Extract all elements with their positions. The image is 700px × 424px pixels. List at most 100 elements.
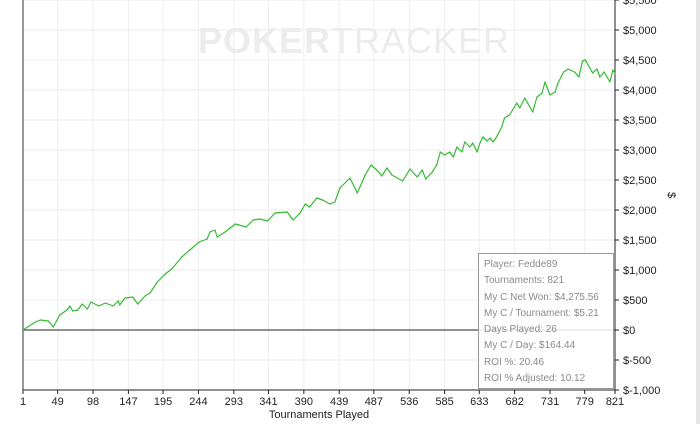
data-point — [334, 201, 336, 203]
data-point — [124, 297, 126, 299]
x-tick-label: 244 — [189, 396, 207, 408]
data-point — [421, 169, 423, 171]
data-point — [69, 305, 71, 307]
tooltip-per-day: My C / Day: $164.44 — [484, 340, 576, 352]
y-tick-label: $5,500 — [623, 0, 657, 7]
x-tick-label: 779 — [575, 396, 593, 408]
x-tick-label: 536 — [400, 396, 418, 408]
x-tick-label: 821 — [606, 396, 624, 408]
data-point — [456, 146, 458, 148]
data-point — [112, 305, 114, 307]
logo-text-bold: POKER — [198, 20, 332, 61]
x-axis-title: Tournaments Played — [269, 409, 369, 421]
x-tick-label: 147 — [119, 396, 137, 408]
data-point — [402, 180, 404, 182]
x-tick-label: 585 — [435, 396, 453, 408]
data-point — [532, 111, 534, 113]
data-point — [329, 203, 331, 205]
data-point — [584, 59, 587, 61]
data-point — [90, 301, 92, 303]
x-tick-label: 390 — [295, 396, 313, 408]
data-point — [409, 168, 411, 170]
data-point — [224, 231, 226, 233]
y-tick-label: $0 — [623, 325, 635, 337]
data-point — [292, 219, 294, 221]
data-point — [267, 220, 269, 222]
data-point — [381, 175, 383, 177]
data-point — [304, 203, 306, 205]
data-point — [573, 71, 576, 73]
x-tick-label: 633 — [470, 396, 488, 408]
data-point — [557, 82, 559, 84]
data-point — [349, 177, 351, 179]
data-point — [541, 92, 543, 94]
data-point — [544, 81, 546, 83]
tooltip-net-won: My C Net Won: $4,275.56 — [484, 291, 599, 303]
data-point — [259, 218, 261, 220]
data-point — [519, 107, 521, 109]
data-point — [476, 151, 478, 153]
data-point — [469, 146, 471, 148]
data-point — [603, 71, 605, 73]
data-point — [549, 94, 551, 96]
y-tick-label: $500 — [623, 295, 647, 307]
x-tick-label: 439 — [330, 396, 348, 408]
x-tick-label: 49 — [52, 396, 64, 408]
data-point — [316, 197, 318, 199]
tooltip-tournaments: Tournaments: 821 — [484, 275, 565, 287]
data-point — [527, 102, 529, 104]
data-point — [252, 219, 254, 221]
y-tick-label: $-1,000 — [623, 385, 660, 397]
tooltip-per-tournament: My C / Tournament: $5.21 — [484, 307, 599, 319]
data-point — [386, 167, 388, 169]
data-point — [444, 154, 446, 156]
window-edge — [696, 0, 700, 424]
x-tick-label: 195 — [154, 396, 172, 408]
data-point — [144, 295, 146, 297]
y-tick-label: $3,000 — [623, 145, 657, 157]
data-point — [501, 126, 503, 128]
data-point — [299, 212, 301, 214]
y-tick-label: $4,000 — [623, 85, 657, 97]
data-point — [119, 304, 121, 306]
data-point — [72, 310, 74, 312]
y-axis-title: $ — [665, 192, 677, 198]
x-tick-label: 293 — [225, 396, 243, 408]
data-point — [81, 303, 83, 305]
data-point — [206, 238, 208, 240]
data-point — [214, 229, 216, 231]
data-point — [452, 156, 454, 158]
y-tick-label: $1,500 — [623, 235, 657, 247]
data-point — [592, 72, 594, 74]
stats-tooltip: Player: Fedde89 Tournaments: 821 My C Ne… — [478, 253, 614, 389]
y-tick-label: $2,500 — [623, 175, 657, 187]
data-point — [492, 141, 494, 143]
data-point — [596, 68, 598, 70]
data-point — [439, 151, 441, 153]
data-point — [464, 141, 466, 143]
data-point — [496, 136, 498, 138]
data-point — [209, 231, 211, 233]
data-point — [189, 249, 191, 251]
data-point — [472, 142, 474, 144]
data-point — [234, 223, 236, 225]
data-point — [581, 60, 584, 62]
data-point — [567, 68, 569, 70]
y-tick-label: $4,500 — [623, 55, 657, 67]
data-point — [524, 97, 526, 99]
data-point — [554, 91, 556, 93]
data-point — [198, 241, 200, 243]
data-point — [52, 326, 54, 328]
data-point — [431, 171, 433, 173]
y-tick-label: $3,500 — [623, 115, 657, 127]
y-tick-label: $2,000 — [623, 205, 657, 217]
tooltip-roi: ROI %: 20.46 — [484, 356, 545, 368]
data-point — [34, 321, 36, 323]
data-point — [563, 71, 565, 73]
data-point — [66, 309, 68, 311]
data-point — [599, 76, 601, 78]
x-tick-label: 341 — [259, 396, 277, 408]
data-point — [309, 206, 311, 208]
data-point — [479, 142, 481, 144]
